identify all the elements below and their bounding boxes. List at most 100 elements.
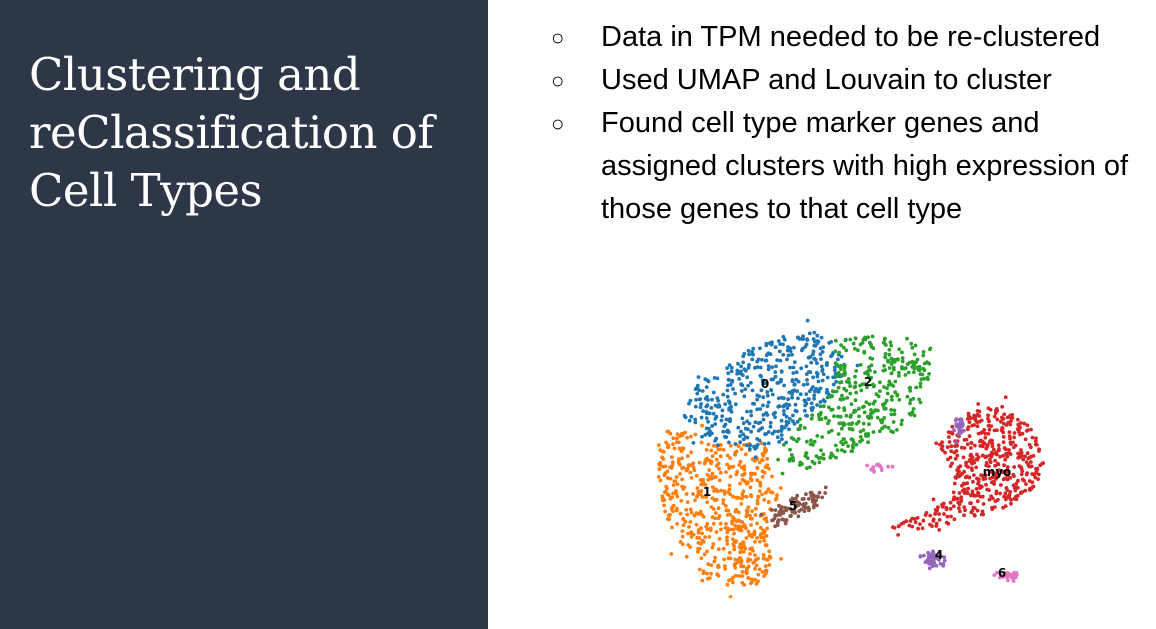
cluster-myo-point — [987, 464, 991, 469]
slide-title: Clustering and reClassification of Cell … — [29, 48, 434, 217]
cluster-0-point — [748, 447, 752, 451]
cluster-2-point — [883, 401, 887, 406]
cluster-2-point — [841, 345, 846, 350]
cluster-1-point — [744, 571, 749, 576]
umap-cluster-plot: 0 1 2 myo 4 5 6 — [640, 318, 1060, 598]
cluster-1-point — [752, 529, 757, 534]
cluster-0-point — [778, 342, 783, 346]
cluster-1-point — [764, 519, 769, 524]
cluster-myo-point — [965, 442, 970, 447]
cluster-1-point — [742, 464, 747, 469]
cluster-1-point — [727, 550, 732, 555]
cluster-2-point — [853, 374, 857, 379]
cluster-1-point — [713, 555, 717, 560]
cluster-0-point — [751, 352, 755, 357]
cluster-myo-point — [937, 512, 941, 516]
cluster-2-point — [887, 366, 892, 370]
cluster-myo-point — [968, 458, 973, 463]
bullet-item: ○ Found cell type marker genes and assig… — [548, 102, 1148, 231]
cluster-2-point — [841, 442, 845, 447]
cluster-2-point — [848, 337, 853, 342]
cluster-myo-point — [1002, 494, 1006, 499]
cluster-2-point — [911, 361, 915, 366]
cluster-0-point — [746, 348, 751, 353]
cluster-2-point — [841, 437, 846, 442]
cluster-myo-point — [965, 491, 970, 496]
cluster-0-point — [682, 413, 687, 418]
cluster-0-point — [782, 337, 787, 342]
cluster-1-point — [701, 514, 706, 519]
cluster-2-point — [859, 388, 864, 393]
cluster-2-point — [871, 382, 875, 387]
cluster-myo-point — [962, 505, 967, 509]
cluster-myo-point — [1023, 488, 1028, 493]
cluster-myo-point — [978, 444, 983, 448]
cluster-2-point — [896, 357, 900, 362]
cluster-2-point — [928, 347, 932, 352]
cluster-1-point — [764, 489, 769, 494]
cluster-1-point — [676, 459, 681, 464]
cluster-0-point — [785, 406, 790, 410]
cluster-1-point — [695, 535, 700, 540]
cluster-2-point — [887, 347, 892, 352]
cluster-0-point — [785, 348, 790, 353]
cluster-0-point — [819, 357, 823, 361]
cluster-1-point — [731, 527, 736, 532]
cluster-myo-point — [1005, 468, 1010, 472]
cluster-label-myo: myo — [983, 465, 1012, 479]
cluster-myo-point — [996, 498, 1000, 502]
cluster-0-point — [792, 383, 797, 387]
cluster-0-point — [715, 376, 720, 381]
cluster-2-point — [837, 421, 842, 426]
cluster-myo-point — [1010, 413, 1015, 417]
cluster-2-point — [839, 343, 843, 347]
cluster-4-point — [931, 553, 936, 557]
cluster-1-point — [716, 461, 721, 466]
cluster-1-point — [726, 508, 731, 513]
cluster-2-point — [788, 447, 792, 452]
cluster-myo-point — [962, 513, 966, 518]
cluster-4-point — [927, 553, 932, 557]
cluster-0-point — [767, 351, 771, 356]
cluster-1-point — [767, 563, 772, 567]
cluster-1-point — [757, 460, 762, 465]
cluster-myo-point — [940, 440, 944, 445]
cluster-4-point — [931, 557, 936, 562]
cluster-1-point — [675, 522, 680, 526]
cluster-2-point — [912, 352, 917, 357]
cluster-0-point — [803, 399, 807, 404]
cluster-2-point — [829, 428, 834, 433]
cluster-1-point — [753, 540, 757, 544]
cluster-2-point — [880, 418, 885, 423]
cluster-0-point — [699, 415, 704, 420]
cluster-myo-point — [969, 466, 974, 471]
cluster-myo-point — [990, 438, 994, 443]
cluster-2-point — [812, 439, 817, 444]
cluster-2-point — [900, 366, 904, 371]
cluster-myo-point — [967, 434, 972, 438]
cluster-0-point — [788, 365, 792, 370]
cluster-0-point — [787, 390, 792, 395]
cluster-1-point — [732, 540, 737, 545]
cluster-myo-point — [975, 508, 980, 513]
cluster-0-point — [832, 368, 837, 372]
cluster-myo-point — [954, 449, 959, 453]
cluster-1-point — [683, 519, 688, 524]
umap-points — [656, 318, 1046, 598]
cluster-0-point — [827, 341, 832, 345]
cluster-myo-point — [976, 479, 981, 484]
cluster-5-point — [776, 518, 781, 522]
cluster-myo-point — [1012, 465, 1017, 469]
cluster-1-point — [705, 456, 709, 461]
cluster-1-point — [718, 470, 723, 475]
cluster-6-point — [1011, 579, 1016, 583]
cluster-5-point — [808, 490, 813, 495]
cluster-myo-point — [987, 427, 992, 432]
cluster-myo-point — [993, 463, 997, 468]
cluster-0-point — [744, 443, 749, 447]
cluster-1-point — [688, 545, 692, 549]
cluster-0-point — [720, 408, 725, 413]
cluster-myo-point — [957, 491, 962, 495]
cluster-1-point — [760, 469, 765, 474]
cluster-myo-point — [989, 424, 994, 428]
